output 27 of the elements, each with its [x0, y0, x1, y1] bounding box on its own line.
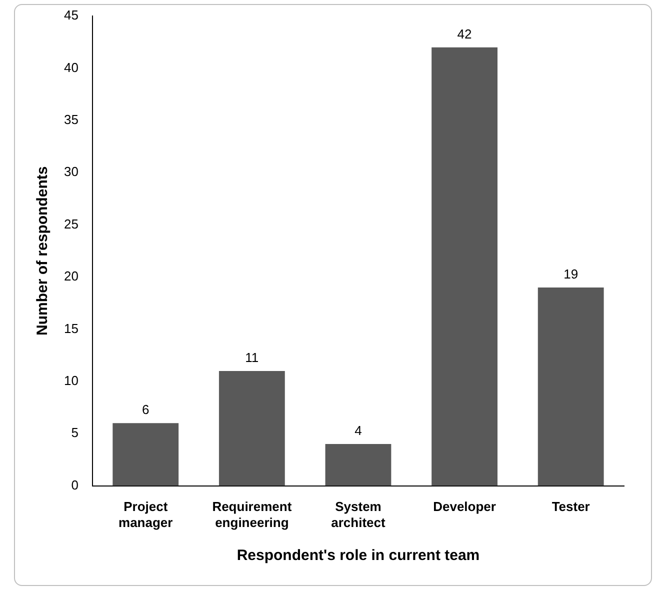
bar	[218, 370, 285, 486]
y-tick-label: 25	[64, 216, 78, 232]
y-tick-label: 5	[71, 425, 78, 440]
y-tick-label: 30	[64, 164, 78, 180]
x-tick-label: Requirement engineering	[212, 499, 292, 530]
data-label: 42	[457, 26, 472, 42]
y-tick-label: 40	[64, 60, 78, 75]
y-tick-label: 0	[71, 477, 78, 492]
bar	[112, 423, 179, 486]
x-tick-label: Tester	[552, 499, 590, 514]
x-axis-title: Respondent's role in current team	[236, 547, 480, 564]
bar	[538, 287, 604, 486]
data-label: 6	[142, 402, 150, 418]
bar	[432, 47, 498, 486]
data-label: 19	[564, 266, 578, 282]
bar	[325, 444, 392, 486]
x-tick-label: Developer	[433, 499, 496, 514]
data-label: 4	[354, 423, 362, 438]
y-axis-title: Number of respondents	[34, 166, 52, 336]
y-tick-label: 45	[64, 8, 78, 23]
y-tick-label: 10	[64, 372, 78, 388]
y-tick-label: 15	[64, 320, 78, 336]
data-label: 11	[245, 350, 259, 366]
x-tick-label: System architect	[331, 499, 386, 530]
x-tick-label: Project manager	[118, 499, 173, 530]
y-tick-label: 35	[64, 112, 78, 127]
y-tick-label: 20	[64, 268, 78, 284]
